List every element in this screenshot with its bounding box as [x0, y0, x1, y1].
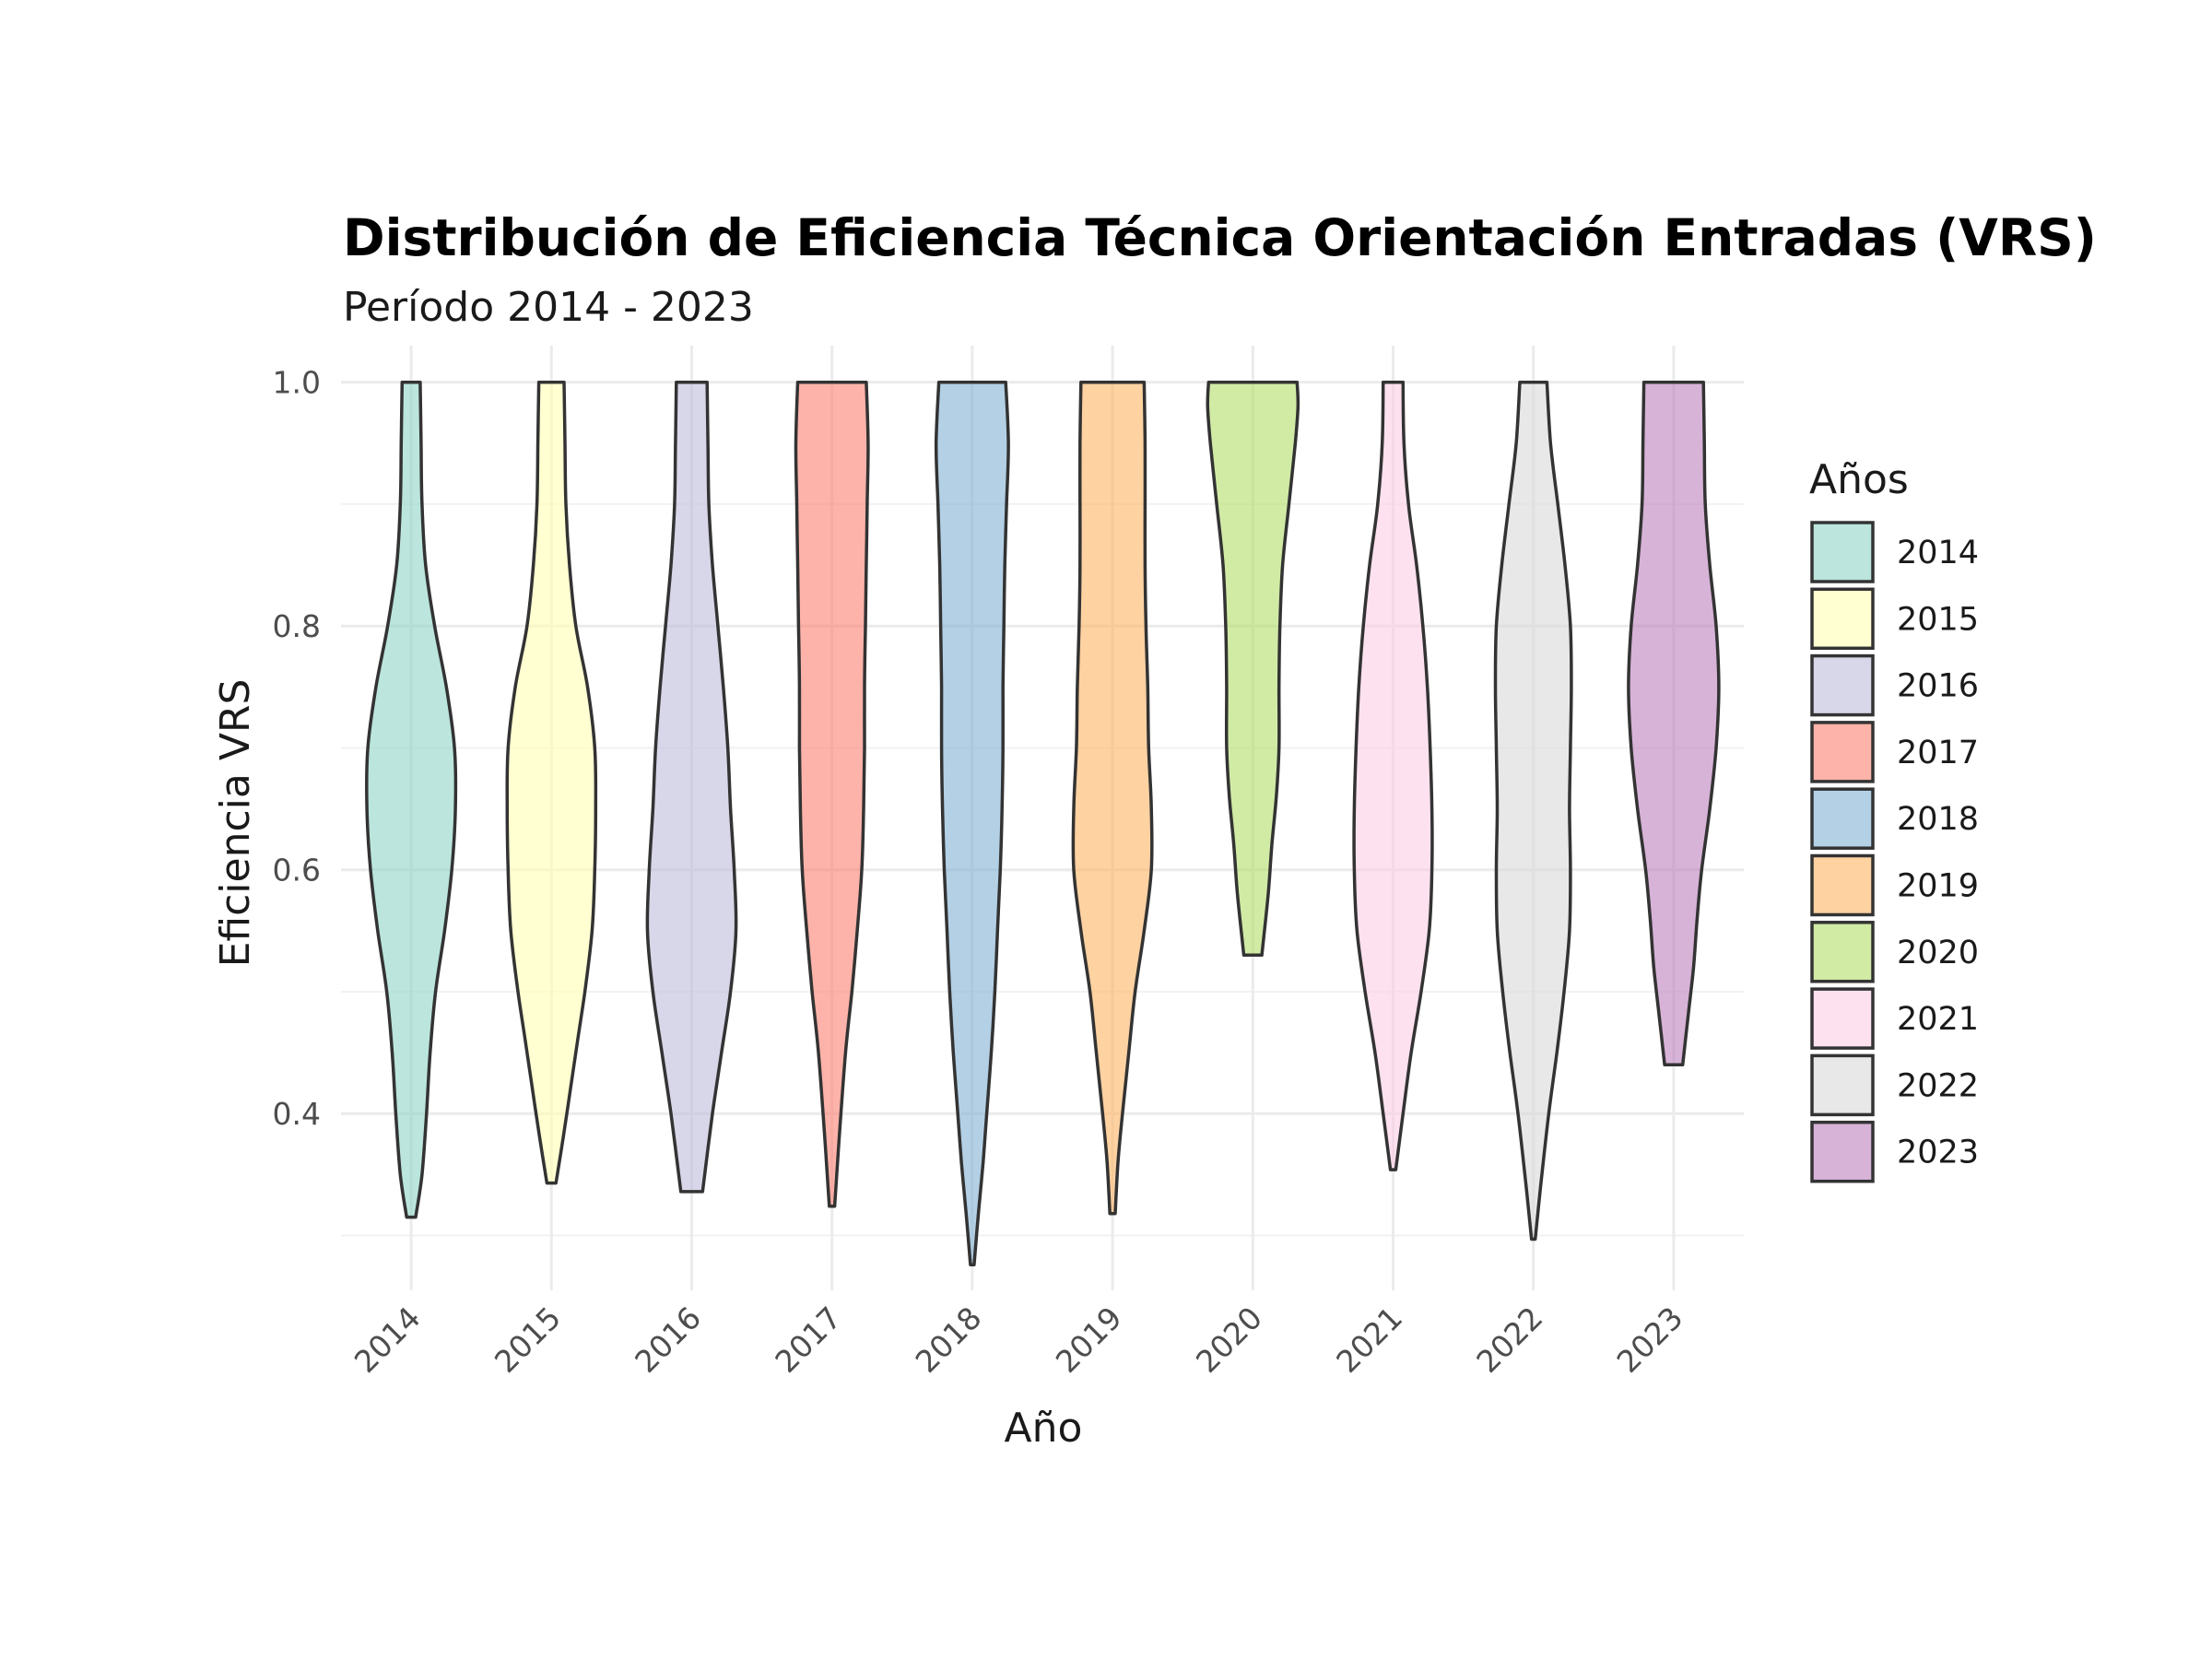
legend-key-2018	[1810, 787, 1875, 850]
y-tick-label: 0.6	[273, 853, 321, 888]
violins	[365, 380, 1721, 1266]
violin-2019	[1071, 380, 1154, 1216]
violin-2017	[794, 380, 870, 1208]
x-tick-label: 2020	[1189, 1300, 1269, 1380]
legend: Años 2014 2015 2016 2017 2018 2019 2020 2021 202…	[1809, 456, 1979, 1183]
x-tick-label: 2019	[1049, 1300, 1129, 1380]
violin-2021	[1352, 380, 1434, 1171]
x-tick-label: 2016	[628, 1300, 708, 1380]
x-tick-label: 2022	[1469, 1300, 1549, 1380]
legend-key-2016	[1810, 653, 1875, 717]
y-tick-label: 0.8	[273, 608, 321, 644]
legend-label: 2014	[1897, 535, 1979, 571]
x-tick-label: 2017	[768, 1300, 848, 1380]
violin-2016	[645, 380, 738, 1194]
violin-2020	[1206, 380, 1300, 958]
x-axis-title: Año	[1005, 1405, 1083, 1452]
legend-key-2014	[1810, 521, 1875, 583]
legend-label: 2022	[1897, 1067, 1979, 1104]
violin-2018	[934, 380, 1010, 1266]
legend-label: 2021	[1897, 1001, 1979, 1038]
chart-subtitle: Período 2014 - 2023	[343, 284, 754, 331]
legend-key-2020	[1810, 921, 1875, 983]
legend-label: 2015	[1897, 601, 1979, 638]
legend-key-2022	[1810, 1053, 1875, 1117]
x-tick-label: 2021	[1329, 1300, 1409, 1380]
x-tick-label: 2023	[1610, 1300, 1690, 1380]
y-tick-label: 1.0	[273, 365, 321, 401]
legend-label: 2018	[1897, 801, 1979, 838]
legend-label: 2017	[1897, 735, 1979, 771]
legend-label: 2019	[1897, 868, 1979, 905]
legend-label: 2023	[1897, 1135, 1979, 1171]
y-tick-label: 0.4	[273, 1096, 321, 1132]
legend-key-2023	[1810, 1120, 1875, 1183]
x-tick-label: 2018	[909, 1300, 989, 1380]
x-tick-label: 2014	[347, 1300, 428, 1380]
legend-key-2015	[1810, 587, 1875, 651]
legend-title: Años	[1809, 456, 1909, 503]
legend-key-2021	[1810, 987, 1875, 1050]
legend-key-2019	[1810, 853, 1875, 917]
y-axis-ticks: 0.4 0.6 0.8 1.0	[273, 365, 321, 1133]
violin-2014	[365, 380, 458, 1219]
x-axis-ticks: 2014 2015 2016 2017 2018 2019 2020 2021 2022 2023	[347, 1300, 1690, 1380]
violin-2022	[1493, 380, 1573, 1241]
x-tick-label: 2015	[488, 1300, 568, 1380]
violin-2015	[505, 380, 598, 1185]
y-axis-title: Eficiencia VRS	[212, 679, 259, 968]
chart-title: Distribución de Eficiencia Técnica Orien…	[343, 208, 2097, 267]
legend-label: 2016	[1897, 668, 1979, 705]
legend-key-2017	[1810, 721, 1875, 783]
violin-2023	[1627, 380, 1721, 1067]
legend-label: 2020	[1897, 935, 1979, 971]
